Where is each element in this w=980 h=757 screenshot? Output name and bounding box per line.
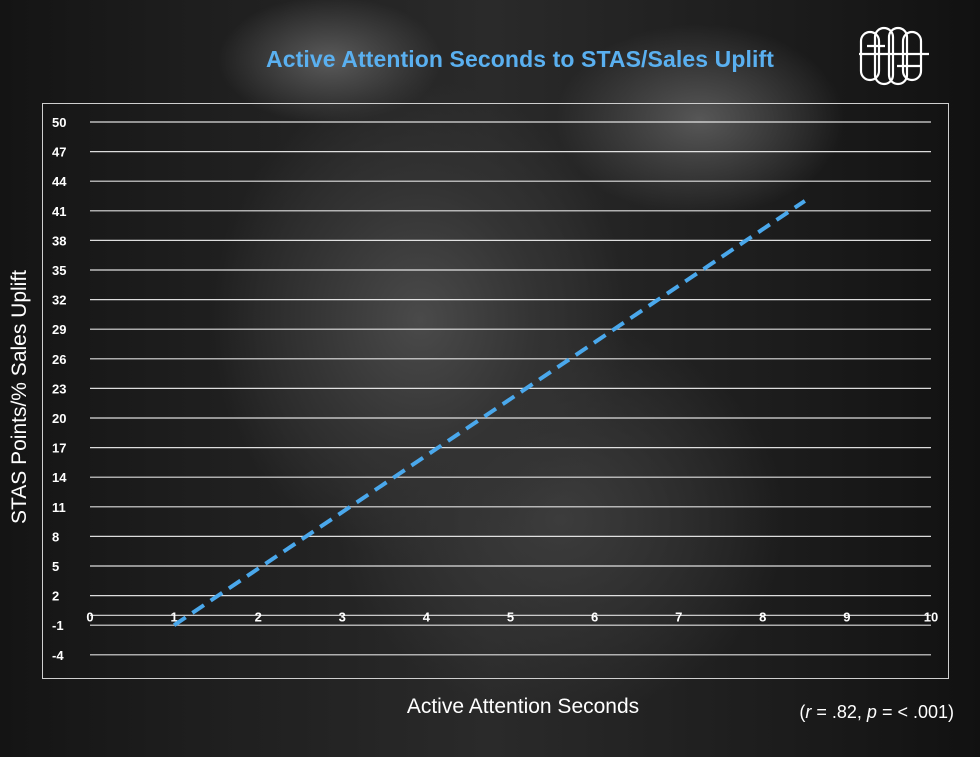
y-tick-label: 50 bbox=[52, 115, 66, 130]
y-tick-label: 44 bbox=[52, 174, 67, 189]
annotation-p: p bbox=[866, 702, 877, 722]
x-tick-label: 3 bbox=[339, 609, 346, 624]
y-tick-label: 26 bbox=[52, 352, 66, 367]
y-tick-label: 20 bbox=[52, 411, 66, 426]
y-tick-label: 41 bbox=[52, 204, 66, 219]
x-tick-label: 9 bbox=[843, 609, 850, 624]
chart-title: Active Attention Seconds to STAS/Sales U… bbox=[265, 46, 774, 72]
y-tick-label: 11 bbox=[52, 500, 66, 515]
y-tick-label: 35 bbox=[52, 263, 66, 278]
y-tick-label: 2 bbox=[52, 589, 59, 604]
x-tick-label: 1 bbox=[170, 609, 177, 624]
x-tick-label: 6 bbox=[591, 609, 598, 624]
x-tick-label: 10 bbox=[924, 609, 938, 624]
y-axis-label: STAS Points/% Sales Uplift bbox=[8, 269, 31, 525]
chart-frame bbox=[42, 103, 949, 679]
y-tick-label: 47 bbox=[52, 145, 66, 160]
y-tick-label: 17 bbox=[52, 441, 66, 456]
x-tick-label: 8 bbox=[759, 609, 766, 624]
annotation-r-value: = .82, bbox=[811, 702, 867, 722]
trend-line bbox=[172, 199, 806, 627]
annotation-r: r bbox=[805, 702, 812, 722]
x-tick-label: 2 bbox=[255, 609, 262, 624]
y-tick-label: 8 bbox=[52, 529, 59, 544]
x-tick-label: 7 bbox=[675, 609, 682, 624]
y-tick-label: -4 bbox=[52, 648, 64, 663]
y-tick-label: 38 bbox=[52, 233, 66, 248]
y-tick-label: 5 bbox=[52, 559, 59, 574]
x-axis-label: Active Attention Seconds bbox=[406, 695, 640, 718]
annotation-p-value: = < .001) bbox=[876, 702, 954, 722]
y-tick-label: 23 bbox=[52, 381, 66, 396]
y-tick-label: 29 bbox=[52, 322, 66, 337]
y-tick-label: -1 bbox=[52, 618, 64, 633]
brand-logo-icon bbox=[859, 26, 929, 86]
x-tick-label: 4 bbox=[423, 609, 431, 624]
y-tick-label: 32 bbox=[52, 293, 66, 308]
annotation-open: ( bbox=[799, 702, 806, 722]
x-tick-label: 5 bbox=[507, 609, 514, 624]
x-tick-label: 0 bbox=[86, 609, 93, 624]
y-tick-label: 14 bbox=[52, 470, 67, 485]
correlation-annotation: (r = .82, p = < .001) bbox=[799, 702, 954, 723]
